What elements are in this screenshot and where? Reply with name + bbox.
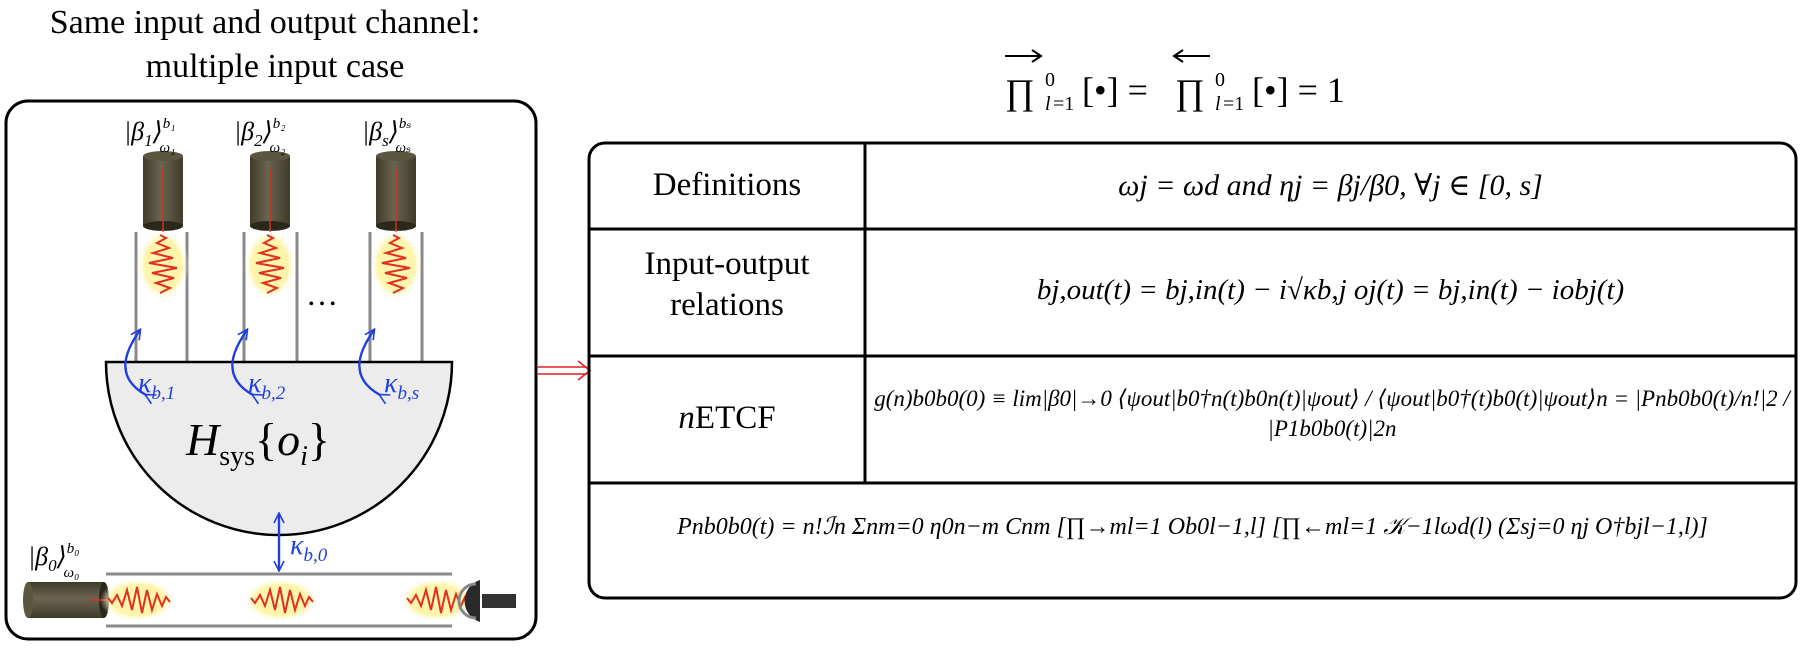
svg-text:0: 0 [1045, 69, 1055, 91]
input-sources [143, 151, 416, 232]
definitions-formula: ωj = ωd and ηj = βj/β0, ∀j ∈ [0, s] [1118, 169, 1543, 202]
row-label-io-line2: relations [670, 287, 784, 324]
row-label-netcf: nETCF [678, 400, 776, 436]
vertical-pulses [137, 229, 422, 301]
svg-text:0: 0 [1215, 69, 1225, 91]
svg-text:l: l [1215, 93, 1221, 115]
probability-amplitude-formula: Pnb0b0(t) = n!ℐn Σnm=0 η0n−m Cnm [∏→ml=1… [677, 514, 1708, 540]
connector-arrow [537, 360, 592, 381]
svg-text:=1: =1 [1053, 93, 1074, 115]
io-relation-formula: bj,out(t) = bj,in(t) − i√κb,j oj(t) = bj… [1036, 274, 1625, 306]
output-waveguide [106, 572, 452, 628]
figure-title-line-1: Same input and output channel: [49, 4, 481, 41]
svg-text:[•] = 1: [•] = 1 [1252, 70, 1345, 110]
header-formula: ∏ 0 l =1 [•] = ∏ 0 l =1 [•] = 1 [1005, 49, 1345, 115]
row-label-io-line1: Input-output [644, 246, 810, 282]
row-label-definitions: Definitions [652, 167, 802, 203]
row-label-io-relations: Input-output relations [589, 244, 865, 327]
svg-text:∏: ∏ [1175, 72, 1205, 112]
svg-text:=1: =1 [1223, 93, 1244, 115]
hamiltonian-label: Hsys{oi} [185, 414, 330, 472]
formula-table [587, 141, 1798, 600]
svg-text:l: l [1045, 93, 1051, 115]
detector-icon [457, 580, 516, 622]
horizontal-pulses [100, 578, 475, 622]
netcf-formula: g(n)b0b0(0) ≡ lim|β0|→0 ⟨ψout|b0†n(t)b0n… [874, 386, 1790, 441]
coupling-arrows [124, 330, 380, 570]
svg-text:[•] =: [•] = [1082, 70, 1148, 110]
system-hemisphere [104, 360, 454, 537]
figure-title-line-2: multiple input case [145, 48, 405, 85]
svg-text:∏: ∏ [1005, 72, 1035, 112]
ellipsis: … [306, 276, 338, 312]
